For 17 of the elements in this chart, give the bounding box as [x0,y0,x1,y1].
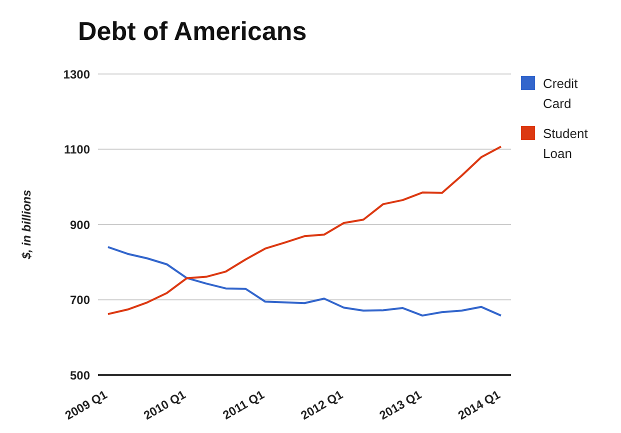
x-tick-label: 2011 Q1 [220,387,267,422]
legend-label: Student Loan [543,125,589,163]
x-tick-label: 2013 Q1 [377,387,424,423]
legend-label: Credit Card [543,75,579,113]
y-tick-label: 1300 [63,67,90,82]
chart-title: Debt of Americans [78,16,307,47]
x-tick-label: 2010 Q1 [141,387,188,423]
line-series [107,246,502,317]
y-tick-label: 700 [70,293,90,308]
y-tick-label: 500 [70,368,90,382]
y-axis-title: $, in billions [19,190,34,260]
y-tick-label: 900 [70,218,90,232]
line-series [107,146,502,316]
y-tick-label: 1100 [64,142,90,157]
x-tick-label: 2012 Q1 [298,387,346,423]
x-tick-label: 2014 Q1 [456,387,503,423]
x-tick-label: 2009 Q1 [62,387,110,423]
